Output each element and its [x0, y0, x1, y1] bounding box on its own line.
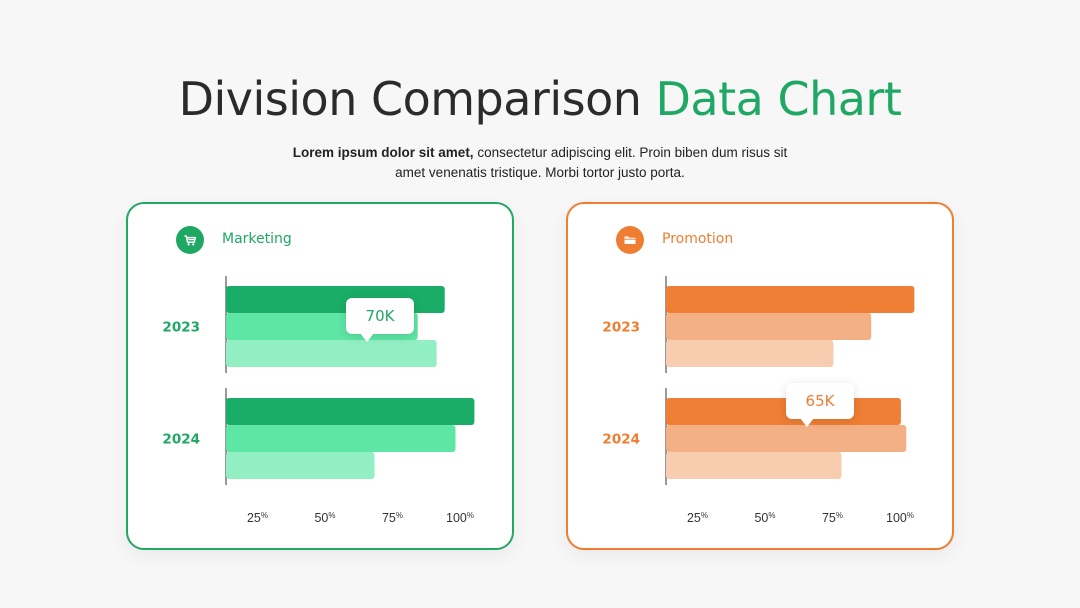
marketing-x-tick-50: 50%: [314, 511, 335, 525]
promotion-bar-2023-s2: [666, 313, 872, 340]
promotion-panel: Promotion 2023 2024 25% 50% 75% 100% 65K: [566, 202, 954, 550]
marketing-bar-2023-s3: [226, 340, 437, 367]
promotion-x-tick-25: 25%: [687, 511, 708, 525]
promotion-bar-2023-s3: [666, 340, 834, 367]
marketing-panel: Marketing 2023 2024 25% 50% 75% 100% 70K: [126, 202, 514, 550]
folder-icon: [616, 226, 644, 254]
subtitle-rest: consectetur adipiscing elit. Proin biben…: [395, 145, 788, 180]
marketing-label: Marketing: [222, 231, 292, 247]
shopping-cart-icon: [176, 226, 204, 254]
promotion-bar-2024-s3: [666, 452, 842, 479]
marketing-chart: 2023 2024 25% 50% 75% 100%: [162, 276, 475, 525]
title-accent: Data Chart: [655, 72, 902, 126]
marketing-x-tick-100: 100%: [446, 511, 474, 525]
marketing-x-tick-75: 75%: [382, 511, 403, 525]
marketing-bar-2024-s1: [226, 398, 475, 425]
promotion-value-tooltip: 65K: [786, 383, 854, 427]
promotion-bar-2024-s1: [666, 398, 901, 425]
title-main: Division Comparison: [178, 72, 642, 126]
page-title: Division Comparison Data Chart: [0, 72, 1080, 126]
marketing-x-tick-25: 25%: [247, 511, 268, 525]
page-subtitle: Lorem ipsum dolor sit amet, consectetur …: [290, 143, 790, 183]
marketing-bar-2024-s2: [226, 425, 456, 452]
promotion-x-tick-100: 100%: [886, 511, 914, 525]
promotion-category-label-2024: 2024: [602, 432, 640, 448]
promotion-bar-2023-s1: [666, 286, 915, 313]
subtitle-bold: Lorem ipsum dolor sit amet,: [292, 145, 474, 160]
promotion-x-tick-50: 50%: [754, 511, 775, 525]
marketing-category-label-2023: 2023: [162, 320, 200, 336]
promotion-x-tick-75: 75%: [822, 511, 843, 525]
promotion-bar-2024-s2: [666, 425, 907, 452]
marketing-category-label-2024: 2024: [162, 432, 200, 448]
promotion-category-label-2023: 2023: [602, 320, 640, 336]
promotion-chart: 2023 2024 25% 50% 75% 100%: [602, 276, 915, 525]
marketing-value-tooltip: 70K: [346, 298, 414, 342]
promotion-label: Promotion: [662, 231, 734, 247]
marketing-bar-2024-s3: [226, 452, 375, 479]
